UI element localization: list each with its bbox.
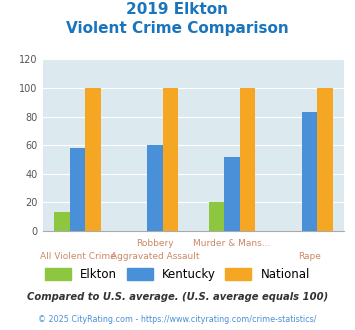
Bar bbox=[302, 112, 317, 231]
Text: © 2025 CityRating.com - https://www.cityrating.com/crime-statistics/: © 2025 CityRating.com - https://www.city… bbox=[38, 315, 317, 324]
Text: 2019 Elkton: 2019 Elkton bbox=[126, 2, 229, 16]
Bar bbox=[54, 213, 70, 231]
Bar bbox=[147, 145, 163, 231]
Bar bbox=[85, 88, 100, 231]
Bar bbox=[163, 88, 178, 231]
Text: Murder & Mans...: Murder & Mans... bbox=[193, 239, 271, 248]
Text: Compared to U.S. average. (U.S. average equals 100): Compared to U.S. average. (U.S. average … bbox=[27, 292, 328, 302]
Bar bbox=[70, 148, 85, 231]
Text: All Violent Crime: All Violent Crime bbox=[39, 252, 115, 261]
Text: Robbery: Robbery bbox=[136, 239, 174, 248]
Text: Aggravated Assault: Aggravated Assault bbox=[110, 252, 199, 261]
Bar bbox=[224, 157, 240, 231]
Bar bbox=[240, 88, 255, 231]
Text: Rape: Rape bbox=[298, 252, 321, 261]
Bar bbox=[317, 88, 333, 231]
Bar bbox=[209, 202, 224, 231]
Legend: Elkton, Kentucky, National: Elkton, Kentucky, National bbox=[40, 263, 315, 286]
Text: Violent Crime Comparison: Violent Crime Comparison bbox=[66, 21, 289, 36]
